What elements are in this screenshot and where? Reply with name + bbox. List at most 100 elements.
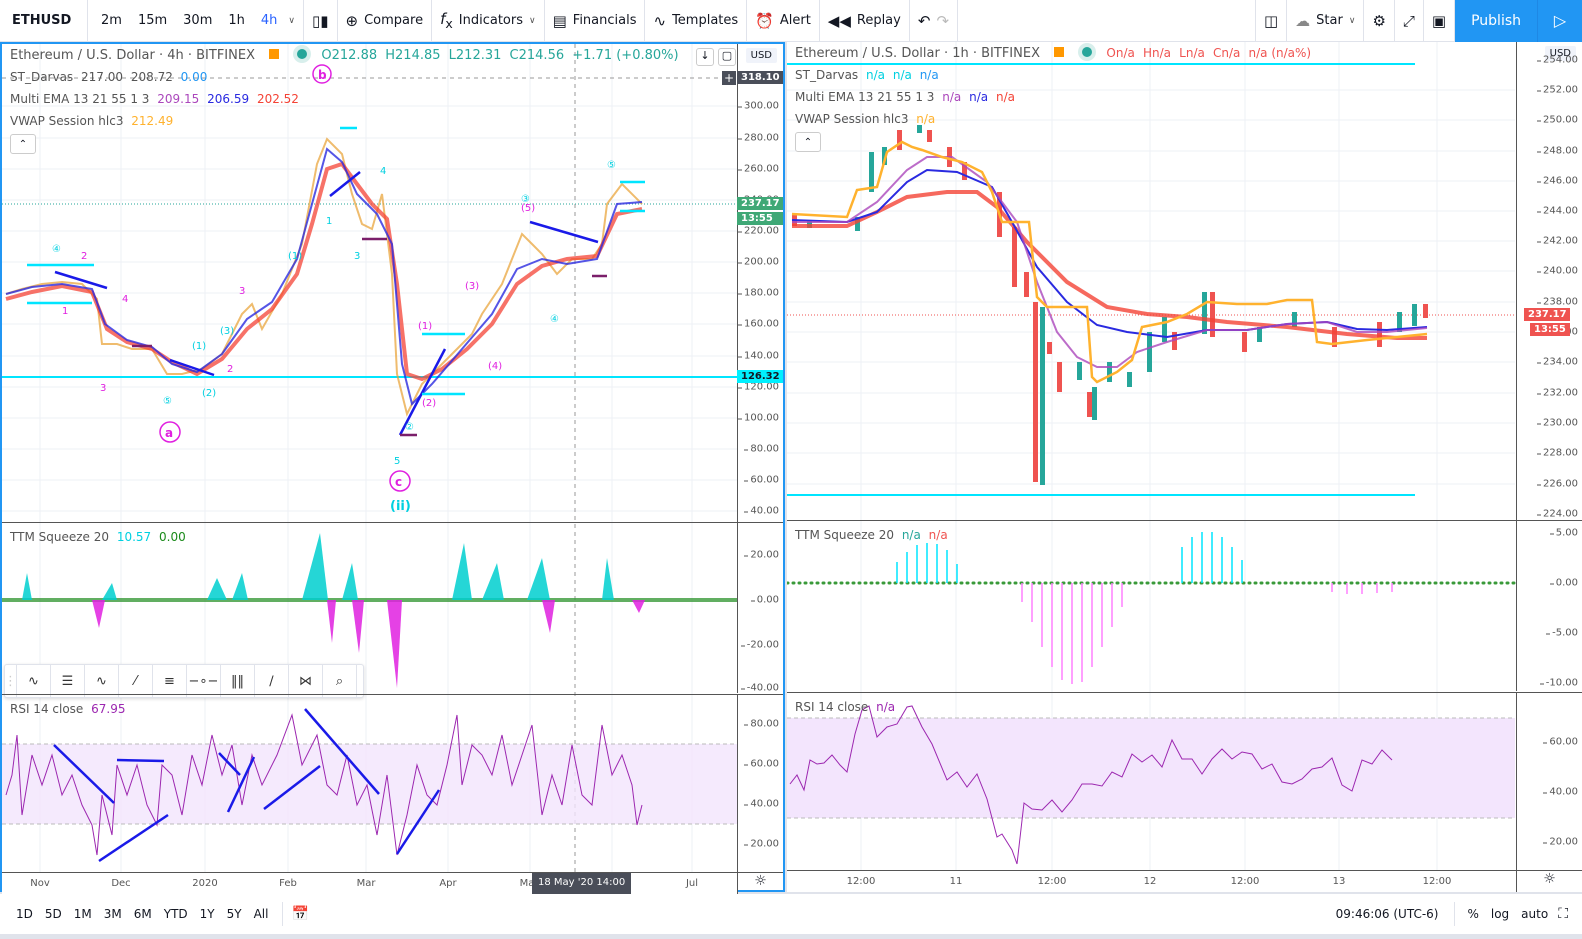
alert-button[interactable]: ⏰ Alert [747, 0, 820, 42]
flag-icon[interactable] [269, 49, 280, 59]
log-scale-toggle[interactable]: log [1490, 907, 1510, 921]
flag-icon[interactable] [1054, 47, 1065, 57]
svg-text:a: a [165, 426, 173, 440]
time-label: Feb [279, 878, 297, 889]
st-darvas-legend[interactable]: ST_Darvas n/a n/a n/a [795, 68, 943, 82]
svg-text:(ii): (ii) [390, 499, 411, 514]
currency-label[interactable]: USD [745, 48, 777, 63]
layout-button[interactable]: ◫ [1254, 0, 1288, 42]
svg-text:⑤: ⑤ [607, 160, 616, 171]
range-1y[interactable]: 1Y [199, 907, 215, 921]
price-tick: 228.00 [1537, 447, 1578, 459]
fullscreen-button[interactable]: ⤢ [1395, 0, 1424, 42]
timeframe-2m[interactable]: 2m [101, 13, 122, 28]
add-alert-plus-icon[interactable]: + [722, 71, 736, 85]
scroll-down-button[interactable]: ↓ [696, 48, 714, 66]
chevron-down-icon[interactable]: ∨ [529, 15, 536, 26]
timeframe-4h[interactable]: 4h [260, 13, 278, 28]
star-button[interactable]: ☁ Star ∨ [1287, 0, 1365, 42]
range-6m[interactable]: 6M [133, 907, 152, 921]
rsi-legend[interactable]: RSI 14 close n/a [795, 700, 899, 714]
range-3m[interactable]: 3M [103, 907, 122, 921]
horizontal-ray-icon[interactable]: −∘− [187, 664, 221, 698]
timeframe-30m[interactable]: 30m [183, 13, 213, 28]
ttm-axis[interactable]: 5.00 0.00 -5.00 -10.00 [1516, 521, 1582, 691]
fib-retracement-icon[interactable]: ≡ [153, 664, 187, 698]
drag-handle-icon[interactable]: ⋮ [4, 664, 17, 698]
range-ytd[interactable]: YTD [163, 907, 188, 921]
pane-separator[interactable] [787, 692, 1582, 693]
snapshot-button[interactable]: ▣ [1424, 0, 1456, 42]
templates-button[interactable]: ∿ Templates [645, 0, 748, 42]
cloud-icon: ☁ [1295, 11, 1311, 30]
axis-tick: 60.00 [1543, 736, 1578, 748]
price-tick: 80.00 [744, 443, 779, 455]
st-darvas-legend[interactable]: ST_Darvas 217.00 208.72 0.00 [10, 70, 211, 84]
last-price-label: 237.17 [737, 197, 783, 210]
elliott-wave-icon[interactable]: ∿ [85, 664, 119, 698]
fib-spiral-icon[interactable]: ⌕ [323, 664, 357, 698]
auto-scale-toggle[interactable]: auto [1521, 907, 1549, 921]
clock-timezone[interactable]: 09:46:06 (UTC-6) [1335, 907, 1439, 921]
compare-button[interactable]: ⊕ Compare [338, 0, 433, 42]
svg-text:②: ② [405, 422, 414, 433]
vwap-legend[interactable]: VWAP Session hlc3 n/a [795, 112, 939, 126]
price-tick: 120.00 [738, 381, 779, 393]
vwap-legend[interactable]: VWAP Session hlc3 212.49 [10, 114, 177, 128]
left-chart-pane[interactable]: b a c (ii) 2 1 4 3 3 2 (3) (4) (1) (2) (5) ④ ⑤ ③ ④ ⑤ ②… [0, 42, 785, 894]
right-price-axis[interactable]: USD 254.00 252.00 250.00 248.00 246.00 2… [1516, 42, 1582, 520]
left-time-axis[interactable]: Nov Dec 2020 Feb Mar Apr Ma Jul 18 May '… [2, 872, 737, 894]
ttm-axis[interactable]: 20.00 0.00 -20.00 -40.00 [737, 523, 783, 694]
pane-separator[interactable] [787, 520, 1582, 521]
parallel-channel-icon[interactable]: ⁄ [119, 664, 153, 698]
indicators-button[interactable]: fx Indicators ∨ [432, 0, 545, 42]
fullscreen-corners-icon[interactable]: ⛶ [1558, 906, 1568, 922]
pane-separator[interactable] [2, 694, 783, 695]
chart-type-button[interactable]: ▯▮ [304, 0, 338, 42]
replay-button[interactable]: ◀◀ Replay [820, 0, 910, 42]
range-all[interactable]: All [253, 907, 269, 921]
collapse-legend-button[interactable]: ⌃ [10, 134, 36, 154]
left-price-axis[interactable]: USD 300.00 280.00 260.00 240.00 220.00 2… [737, 44, 783, 522]
multi-ema-legend[interactable]: Multi EMA 13 21 55 1 3 209.15 206.59 202… [10, 92, 303, 106]
rsi-axis[interactable]: 80.00 60.00 40.00 20.00 [737, 695, 783, 873]
horizontal-lines-icon[interactable]: ☰ [51, 664, 85, 698]
collapse-legend-button[interactable]: ⌃ [795, 132, 821, 152]
range-1d[interactable]: 1D [16, 907, 33, 921]
xabcd-pattern-icon[interactable]: ⋈ [289, 664, 323, 698]
chevron-down-icon[interactable]: ∨ [1348, 15, 1356, 26]
fullscreen-icon: ⤢ [1402, 11, 1415, 30]
redo-icon[interactable]: ↷ [936, 11, 950, 30]
trend-line-icon[interactable]: ∕ [255, 664, 289, 698]
range-1m[interactable]: 1M [73, 907, 92, 921]
ttm-squeeze-legend[interactable]: TTM Squeeze 20 n/a n/a [795, 528, 952, 542]
rsi-legend[interactable]: RSI 14 close 67.95 [10, 702, 130, 716]
settings-button[interactable]: ⚙ [1364, 0, 1395, 42]
publish-button[interactable]: Publish [1455, 0, 1538, 42]
chevron-down-icon[interactable]: ∨ [288, 15, 295, 26]
symbol-search[interactable]: ETHUSD [0, 0, 88, 42]
financials-button[interactable]: ▤ Financials [545, 0, 646, 42]
right-chart-pane[interactable]: Ethereum / U.S. Dollar · 1h · BITFINEX O… [787, 42, 1582, 892]
right-time-axis[interactable]: 12:00 11 12:00 12 12:00 13 12:00 [787, 870, 1516, 892]
open-value: On/a [1106, 46, 1135, 60]
axis-settings-button[interactable]: ☼ [1516, 870, 1582, 892]
maximize-pane-button[interactable]: ▢ [718, 48, 736, 66]
pane-separator[interactable] [2, 522, 783, 523]
ttm-squeeze-legend[interactable]: TTM Squeeze 20 10.57 0.00 [10, 530, 190, 544]
goto-date-icon[interactable]: 📅 [291, 906, 309, 922]
currency-label[interactable]: USD [1544, 46, 1576, 61]
range-5d[interactable]: 5D [44, 907, 62, 921]
axis-tick: 40.00 [744, 798, 779, 810]
timeframe-1h[interactable]: 1h [228, 13, 245, 28]
abcd-pattern-icon[interactable]: ∿ [17, 664, 51, 698]
undo-icon[interactable]: ↶ [917, 11, 931, 30]
rsi-axis[interactable]: 60.00 40.00 20.00 [1516, 693, 1582, 871]
percent-scale-toggle[interactable]: % [1467, 907, 1479, 921]
multi-ema-legend[interactable]: Multi EMA 13 21 55 1 3 n/a n/a n/a [795, 90, 1019, 104]
axis-settings-button[interactable]: ☼ [737, 872, 783, 894]
fib-timezone-icon[interactable]: ‖‖ [221, 664, 255, 698]
range-5y[interactable]: 5Y [226, 907, 242, 921]
timeframe-15m[interactable]: 15m [137, 13, 168, 28]
play-button[interactable]: ▷ [1538, 0, 1582, 42]
